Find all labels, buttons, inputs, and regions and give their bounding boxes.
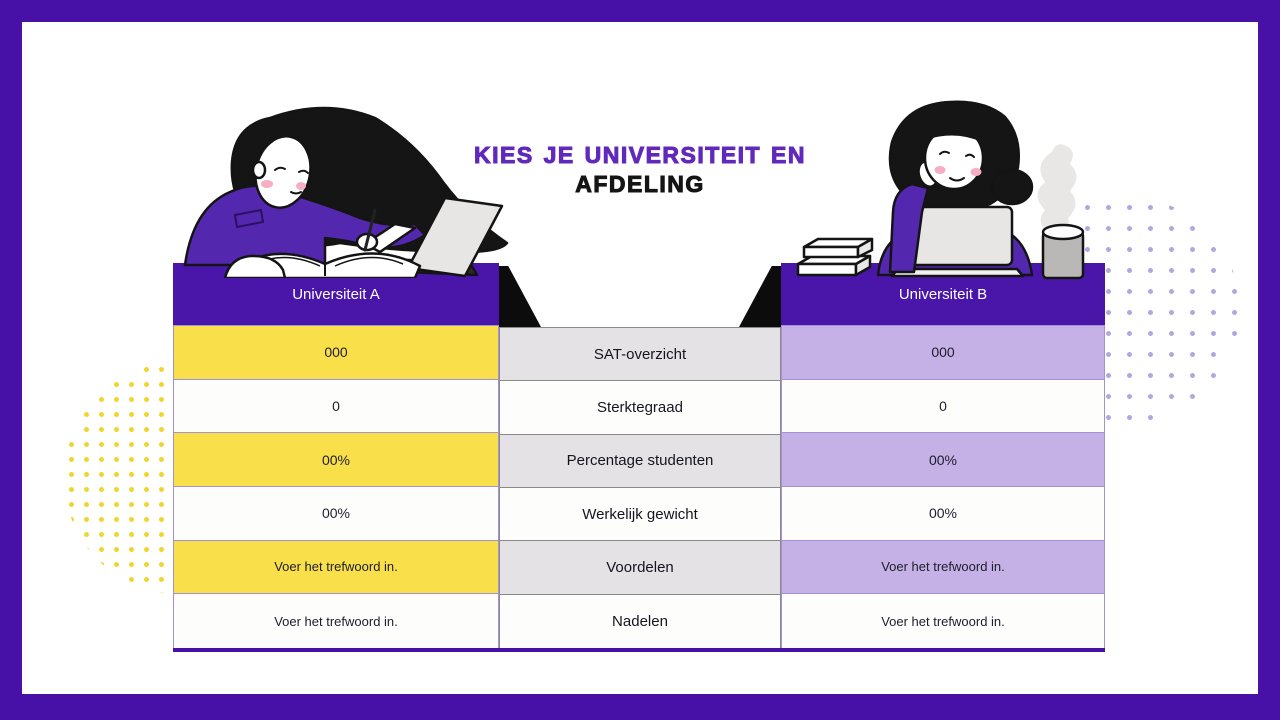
cell-b-student-percent[interactable]: 00% (782, 433, 1104, 487)
pen-icon (363, 208, 377, 252)
university-b-rows: 000 0 00% 00% Voer het trefwoord in. Voe… (781, 325, 1105, 649)
criteria-disadvantages: Nadelen (500, 594, 780, 648)
cell-b-advantages[interactable]: Voer het trefwoord in. (782, 540, 1104, 595)
cell-a-disadvantages[interactable]: Voer het trefwoord in. (174, 594, 498, 648)
cell-a-sat-score[interactable]: 000 (174, 326, 498, 380)
laptop (890, 205, 1025, 278)
criteria-student-percent: Percentage studenten (500, 434, 780, 488)
slide-title-line2: AFDELING (575, 171, 705, 198)
student-girl-writing-illustration (183, 106, 509, 278)
column-university-a: Universiteit A 000 0 00% 00% Voer het tr… (173, 263, 499, 649)
face (923, 119, 985, 191)
university-a-rows: 000 0 00% 00% Voer het trefwoord in. Voe… (173, 325, 499, 649)
arm-and-pen (355, 208, 417, 254)
raised-arm (888, 160, 939, 274)
criteria-sat-overview: SAT-overzicht (500, 328, 780, 382)
cell-b-actual-weight[interactable]: 00% (782, 487, 1104, 541)
criteria-actual-weight: Werkelijk gewicht (500, 487, 780, 542)
criteria-rows: SAT-overzicht Sterktegraad Percentage st… (499, 327, 781, 649)
student-girl-laptop-coffee-illustration (796, 100, 1085, 280)
resting-arm-cuff (223, 254, 287, 278)
face (251, 118, 315, 209)
cell-b-strength[interactable]: 0 (782, 379, 1104, 434)
coffee-steam (1037, 144, 1077, 235)
table-bottom-border (173, 648, 1105, 652)
coffee-mug (1041, 223, 1085, 280)
cell-b-sat-score[interactable]: 000 (782, 326, 1104, 380)
cell-a-advantages[interactable]: Voer het trefwoord in. (174, 540, 498, 595)
cell-b-disadvantages[interactable]: Voer het trefwoord in. (782, 594, 1104, 648)
criteria-strength-grade: Sterktegraad (500, 381, 780, 435)
cell-a-actual-weight[interactable]: 00% (174, 487, 498, 541)
column-university-b: Universiteit B 000 0 00% 00% Voer het tr… (781, 263, 1105, 649)
criteria-advantages: Voordelen (500, 541, 780, 595)
cell-a-student-percent[interactable]: 00% (174, 433, 498, 487)
slide-title-line1: KIES JE UNIVERSITEIT EN (474, 142, 806, 169)
books-stack (796, 237, 874, 277)
cell-a-strength[interactable]: 0 (174, 379, 498, 434)
column-criteria: SAT-overzicht Sterktegraad Percentage st… (499, 327, 781, 649)
